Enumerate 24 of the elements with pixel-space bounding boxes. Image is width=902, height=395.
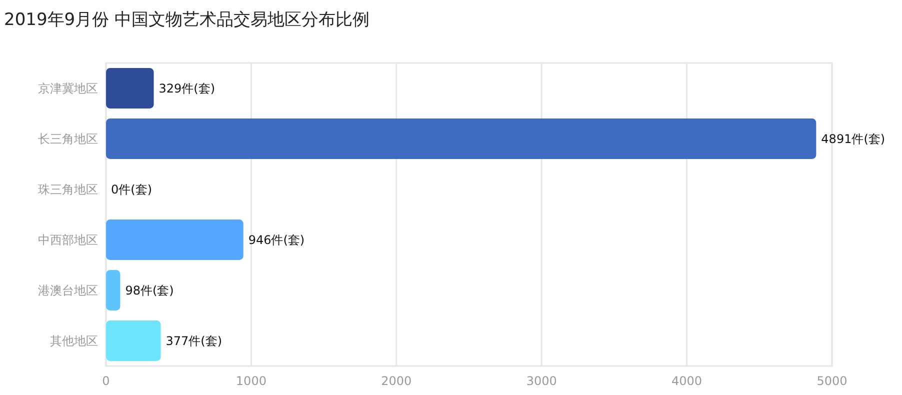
data-label: 4891件(套) [821,132,886,146]
data-label: 946件(套) [248,232,305,247]
bar [106,320,161,361]
data-label: 377件(套) [166,334,222,348]
y-tick-label: 长三角地区 [38,132,98,146]
y-tick-label: 其他地区 [50,334,98,348]
x-tick-label: 0 [102,374,110,388]
x-tick-label: 3000 [526,374,557,388]
bar [106,118,816,159]
y-tick-label: 港澳台地区 [38,283,98,298]
y-tick-label: 珠三角地区 [38,182,98,196]
data-label: 329件(套) [158,81,216,96]
bar [106,68,154,108]
x-tick-label: 5000 [816,374,848,388]
x-tick-label: 1000 [236,374,266,388]
bar [106,220,244,260]
x-tick-label: 4000 [672,374,702,388]
chart-title: 2019年9月份 中国文物艺术品交易地区分布比例 [4,10,370,30]
data-label: 98件(套) [125,283,174,298]
y-tick-label: 中西部地区 [38,232,98,247]
data-label: 0件(套) [111,182,152,196]
x-tick-label: 2000 [381,374,412,388]
y-tick-label: 京津冀地区 [38,81,98,96]
bar [106,270,120,310]
